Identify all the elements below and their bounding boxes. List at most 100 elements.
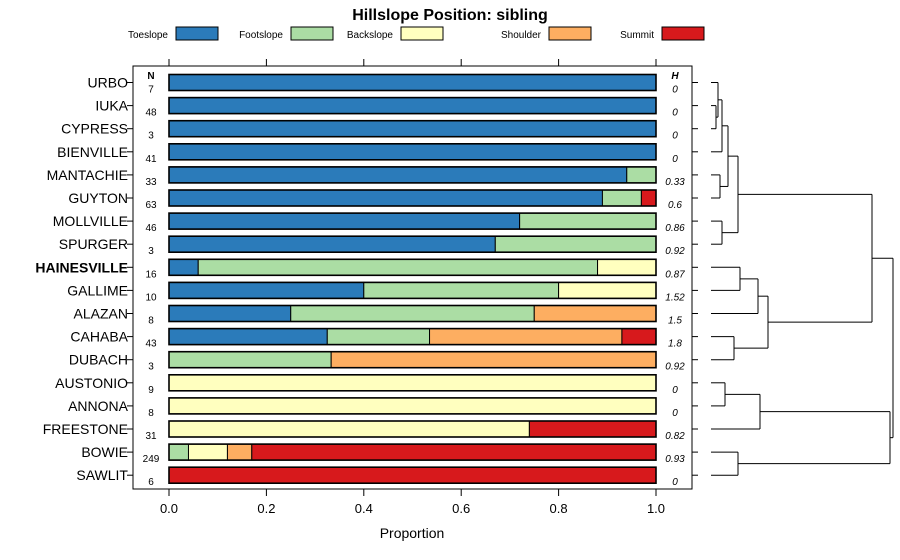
bar-outline-guyton xyxy=(168,189,657,207)
bar-segment-dubach-footslope xyxy=(168,351,332,369)
bar-outline-cypress xyxy=(168,119,657,138)
x-axis-title: Proportion xyxy=(380,525,445,541)
row-label-cahaba: CAHABA xyxy=(70,329,128,345)
bar-outline-dubach xyxy=(168,350,657,369)
x-tick-label: 0.8 xyxy=(550,501,568,516)
bar-segment-cypress-toeslope xyxy=(168,120,657,138)
h-value-mantachie: 0.33 xyxy=(665,177,685,188)
legend-swatch-toeslope xyxy=(175,26,219,41)
bar-segment-gallime-backslope xyxy=(558,281,657,299)
h-value-guyton: 0.6 xyxy=(668,200,682,211)
legend-label-shoulder: Shoulder xyxy=(501,30,542,41)
bar-outline-cahaba xyxy=(168,327,657,346)
h-header: H xyxy=(671,71,679,82)
bar-outline-spurger xyxy=(168,235,657,253)
n-value-freestone: 31 xyxy=(145,431,157,442)
x-tick-label: 1.0 xyxy=(647,501,665,516)
n-value-bienville: 41 xyxy=(145,154,157,165)
h-value-hainesville: 0.87 xyxy=(665,269,685,280)
row-label-dubach: DUBACH xyxy=(69,352,128,368)
bar-segment-mantachie-footslope xyxy=(626,166,657,184)
bar-segment-urbo-toeslope xyxy=(168,74,657,91)
bar-segment-cahaba-summit xyxy=(621,328,657,346)
bar-segment-cahaba-toeslope xyxy=(168,328,328,346)
legend: Toeslope Footslope Backslope Shoulder Summit xyxy=(128,26,705,41)
h-value-sawlit: 0 xyxy=(672,477,678,488)
n-value-alazan: 8 xyxy=(148,316,154,327)
bar-segment-guyton-summit xyxy=(640,189,657,207)
bar-segment-guyton-footslope xyxy=(601,189,642,207)
bar-segment-alazan-toeslope xyxy=(168,305,292,322)
legend-label-summit: Summit xyxy=(620,30,654,41)
n-value-gallime: 10 xyxy=(145,292,157,303)
row-label-iuka: IUKA xyxy=(95,98,128,114)
legend-swatch-backslope xyxy=(400,26,444,41)
bar-outline-mollville xyxy=(168,212,657,230)
h-value-bienville: 0 xyxy=(672,154,678,165)
legend-swatch-footslope xyxy=(290,26,334,41)
row-label-cypress: CYPRESS xyxy=(61,121,128,137)
bar-segment-bowie-footslope xyxy=(168,443,189,461)
h-value-gallime: 1.52 xyxy=(665,292,685,303)
bar-segment-dubach-shoulder xyxy=(330,351,657,369)
bar-outline-bienville xyxy=(168,143,657,161)
bar-outline-annona xyxy=(168,397,657,415)
bar-outline-austonio xyxy=(168,373,657,392)
bar-outline-iuka xyxy=(168,96,657,115)
bar-segment-hainesville-backslope xyxy=(597,258,657,276)
row-label-alazan: ALAZAN xyxy=(74,306,128,322)
h-value-bowie: 0.93 xyxy=(665,454,685,465)
bar-segment-cahaba-footslope xyxy=(326,328,431,346)
row-label-freestone: FREESTONE xyxy=(43,421,128,437)
n-value-annona: 8 xyxy=(148,408,154,419)
legend-label-toeslope: Toeslope xyxy=(128,30,168,41)
n-value-spurger: 3 xyxy=(148,246,154,257)
bar-segment-hainesville-footslope xyxy=(197,258,599,276)
legend-label-footslope: Footslope xyxy=(239,30,283,41)
bar-segment-bowie-backslope xyxy=(187,443,228,461)
bar-outline-alazan xyxy=(168,304,657,323)
h-value-cypress: 0 xyxy=(672,131,678,142)
n-value-sawlit: 6 xyxy=(148,477,154,488)
bar-segment-hainesville-toeslope xyxy=(168,258,199,276)
plot-area: N H 0.0 0.2 0.4 0.6 0.8 1.0 URBO 7 0 IUKA 48 0 CYPRESS… xyxy=(35,59,698,516)
h-value-urbo: 0 xyxy=(672,85,678,96)
bar-outline-mantachie xyxy=(168,166,657,184)
row-label-sawlit: SAWLIT xyxy=(76,467,128,483)
n-value-cypress: 3 xyxy=(148,131,154,142)
h-value-freestone: 0.82 xyxy=(665,431,685,442)
x-tick-label: 0.2 xyxy=(257,501,275,516)
n-value-urbo: 7 xyxy=(148,85,154,96)
n-value-mantachie: 33 xyxy=(145,177,157,188)
x-tick-label: 0.6 xyxy=(452,501,470,516)
row-label-austonio: AUSTONIO xyxy=(55,375,128,391)
h-value-mollville: 0.86 xyxy=(665,223,685,234)
bar-segment-alazan-footslope xyxy=(290,305,535,322)
bar-segment-mollville-toeslope xyxy=(168,212,521,230)
bar-outline-hainesville xyxy=(168,258,657,277)
legend-swatch-shoulder xyxy=(548,26,592,41)
h-value-spurger: 0.92 xyxy=(665,246,685,257)
n-value-iuka: 48 xyxy=(145,108,157,119)
dendrogram xyxy=(711,82,894,476)
h-value-alazan: 1.5 xyxy=(668,316,682,327)
bar-outline-sawlit xyxy=(168,466,657,485)
row-label-bienville: BIENVILLE xyxy=(57,144,128,160)
h-value-cahaba: 1.8 xyxy=(668,339,682,350)
bar-segment-cahaba-shoulder xyxy=(429,328,623,346)
row-label-gallime: GALLIME xyxy=(67,282,128,298)
bar-segment-bowie-summit xyxy=(251,443,657,461)
n-header: N xyxy=(147,71,154,82)
row-label-guyton: GUYTON xyxy=(68,190,128,206)
bar-segment-alazan-shoulder xyxy=(533,305,657,322)
bar-segment-gallime-toeslope xyxy=(168,281,365,299)
n-value-hainesville: 16 xyxy=(145,269,157,280)
bar-segment-austonio-backslope xyxy=(168,374,657,392)
h-value-iuka: 0 xyxy=(672,108,678,119)
legend-swatch-summit xyxy=(661,26,705,41)
n-value-guyton: 63 xyxy=(145,200,157,211)
bar-segment-bienville-toeslope xyxy=(168,143,657,161)
n-value-mollville: 46 xyxy=(145,223,157,234)
plot-frame xyxy=(132,65,693,490)
